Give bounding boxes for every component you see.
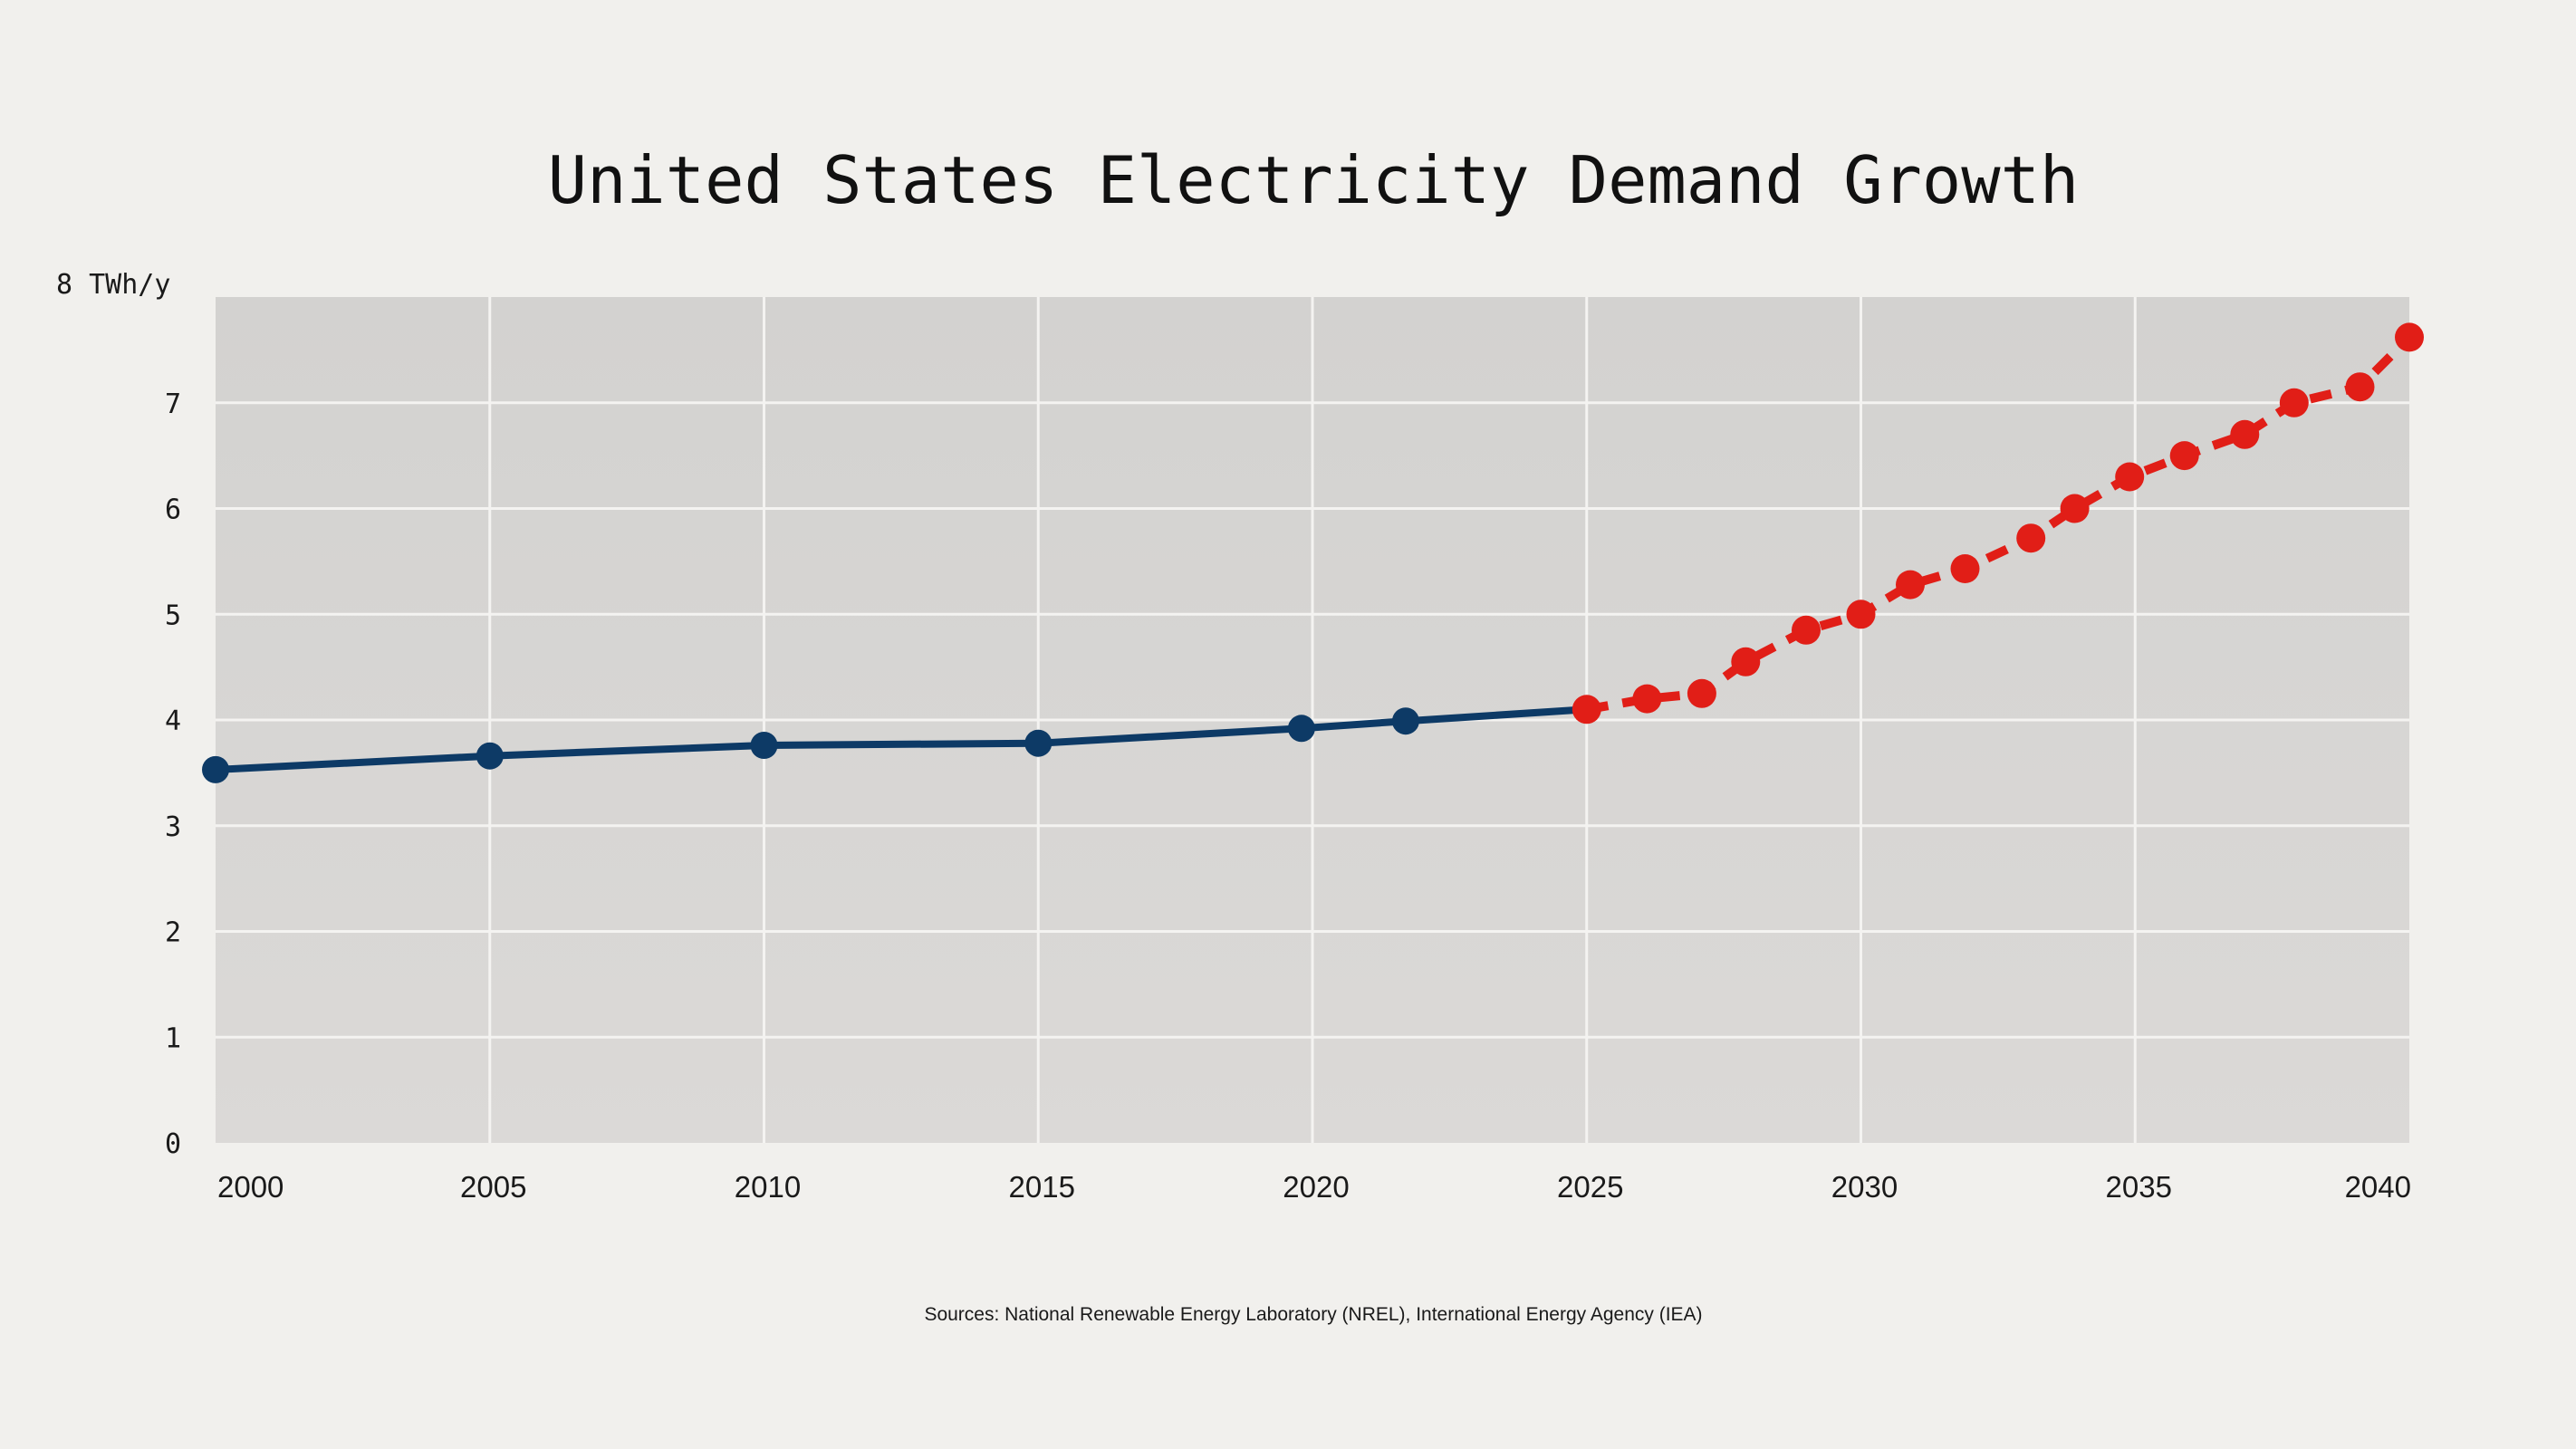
axis-tick-labels: 0 1 2 3 4 5 6 7 8 TWh/y 2000 2005 2010 2015 2020 2025 2… (56, 269, 2411, 1204)
data-point-projected (1950, 554, 1980, 583)
data-series (202, 322, 2424, 783)
y-tick-label: 4 (165, 705, 181, 737)
data-point-historical (750, 732, 778, 759)
y-tick-label: 1 (165, 1022, 181, 1054)
series-line-projected (1585, 333, 2413, 715)
data-point-historical (202, 755, 229, 783)
data-point-projected (2016, 523, 2046, 553)
data-point-historical (1287, 715, 1315, 743)
data-point-projected (2115, 462, 2145, 492)
x-tick-label: 2000 (217, 1170, 284, 1204)
x-tick-label: 2020 (1283, 1170, 1349, 1204)
data-point-projected (1572, 695, 1601, 724)
data-point-projected (1896, 570, 1925, 600)
data-point-projected (2345, 372, 2375, 402)
data-point-projected (2395, 322, 2424, 352)
data-point-historical (476, 742, 504, 770)
x-tick-label: 2025 (1557, 1170, 1623, 1204)
data-point-historical (1024, 729, 1053, 757)
y-tick-label: 6 (165, 494, 181, 526)
y-tick-label: 2 (165, 917, 181, 949)
x-tick-label: 2040 (2345, 1170, 2411, 1204)
y-tick-label: 0 (165, 1128, 181, 1160)
chart-title: United States Electricity Demand Growth (548, 142, 2080, 218)
data-point-projected (1687, 678, 1716, 708)
grid-lines (216, 297, 2409, 1143)
data-point-projected (2060, 494, 2090, 523)
x-tick-label: 2030 (1831, 1170, 1898, 1204)
series-projected (1572, 322, 2424, 724)
data-point-projected (2230, 419, 2260, 449)
x-tick-label: 2015 (1009, 1170, 1075, 1204)
data-point-projected (1792, 615, 1821, 645)
y-tick-label: 8 TWh/y (56, 269, 170, 301)
source-note: Sources: National Renewable Energy Labor… (924, 1304, 1702, 1325)
x-tick-label: 2035 (2106, 1170, 2172, 1204)
x-tick-label: 2005 (460, 1170, 526, 1204)
data-point-historical (1391, 707, 1419, 735)
data-point-projected (1846, 600, 1876, 629)
y-tick-label: 5 (165, 600, 181, 631)
y-tick-label: 3 (165, 811, 181, 843)
data-point-projected (2279, 388, 2309, 417)
data-point-projected (1632, 684, 1662, 714)
x-tick-label: 2010 (735, 1170, 801, 1204)
y-tick-label: 7 (165, 389, 181, 420)
data-point-projected (1731, 647, 1761, 677)
data-point-projected (2169, 441, 2199, 471)
